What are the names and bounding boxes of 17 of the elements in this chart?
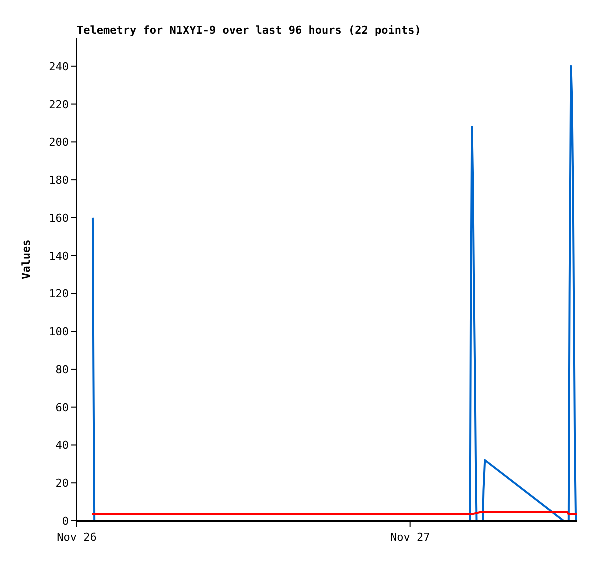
y-tick-label: 180 <box>49 174 69 188</box>
y-tick-label: 220 <box>49 98 69 112</box>
y-tick-label: 160 <box>49 212 69 225</box>
y-tick-label: 200 <box>49 136 69 150</box>
y-tick-label: 240 <box>49 60 69 74</box>
y-axis-title: Values <box>20 240 33 280</box>
y-tick-label: 100 <box>49 326 69 339</box>
x-tick-label: Nov 27 <box>390 531 430 544</box>
y-tick-label: 20 <box>56 477 69 490</box>
x-tick-label: Nov 26 <box>57 531 97 544</box>
y-tick-label: 0 <box>62 515 69 528</box>
y-tick-label: 120 <box>49 288 69 301</box>
y-tick-label: 60 <box>56 401 69 414</box>
y-tick-label: 40 <box>56 439 69 452</box>
y-tick-label: 140 <box>49 250 69 263</box>
y-tick-label: 80 <box>56 363 69 376</box>
chart-title: Telemetry for N1XYI-9 over last 96 hours (22 points) <box>77 24 422 37</box>
